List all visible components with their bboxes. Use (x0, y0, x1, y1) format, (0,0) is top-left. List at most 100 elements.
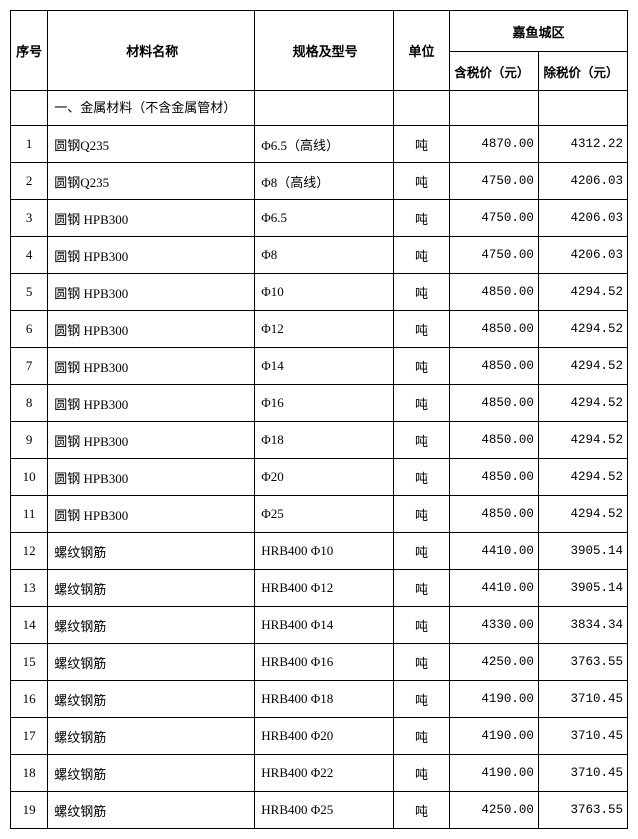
table-row: 12螺纹钢筋HRB400 Φ10吨4410.003905.14 (11, 533, 628, 570)
cell-unit: 吨 (394, 496, 450, 533)
cell-price-notax: 3710.45 (538, 718, 627, 755)
cell-price-notax: 3763.55 (538, 644, 627, 681)
cell-spec: HRB400 Φ25 (255, 792, 394, 829)
table-row: 17螺纹钢筋HRB400 Φ20吨4190.003710.45 (11, 718, 628, 755)
section-title: 一、金属材料（不含金属管材） (48, 91, 255, 126)
cell-price-tax: 4850.00 (449, 459, 538, 496)
cell-price-tax: 4870.00 (449, 126, 538, 163)
cell-price-tax: 4190.00 (449, 755, 538, 792)
cell-price-notax: 3763.55 (538, 792, 627, 829)
cell-price-tax: 4850.00 (449, 422, 538, 459)
cell-price-tax: 4250.00 (449, 792, 538, 829)
cell-spec: Φ20 (255, 459, 394, 496)
cell-name: 圆钢Q235 (48, 163, 255, 200)
table-row: 16螺纹钢筋HRB400 Φ18吨4190.003710.45 (11, 681, 628, 718)
header-unit: 单位 (394, 11, 450, 91)
cell-spec: Φ18 (255, 422, 394, 459)
cell-price-notax: 4294.52 (538, 459, 627, 496)
header-name: 材料名称 (48, 11, 255, 91)
section-seq (11, 91, 48, 126)
cell-name: 圆钢 HPB300 (48, 274, 255, 311)
table-row: 4圆钢 HPB300Φ8吨4750.004206.03 (11, 237, 628, 274)
cell-name: 圆钢 HPB300 (48, 459, 255, 496)
cell-seq: 5 (11, 274, 48, 311)
table-row: 1圆钢Q235Φ6.5（高线）吨4870.004312.22 (11, 126, 628, 163)
cell-name: 圆钢 HPB300 (48, 496, 255, 533)
cell-name: 螺纹钢筋 (48, 718, 255, 755)
table-row: 3圆钢 HPB300Φ6.5吨4750.004206.03 (11, 200, 628, 237)
cell-unit: 吨 (394, 459, 450, 496)
cell-spec: HRB400 Φ18 (255, 681, 394, 718)
cell-name: 圆钢Q235 (48, 126, 255, 163)
cell-name: 螺纹钢筋 (48, 644, 255, 681)
table-row: 6圆钢 HPB300Φ12吨4850.004294.52 (11, 311, 628, 348)
cell-spec: Φ8（高线） (255, 163, 394, 200)
materials-price-table: 序号 材料名称 规格及型号 单位 嘉鱼城区 含税价（元） 除税价（元） 一、金属… (10, 10, 628, 829)
table-row: 10圆钢 HPB300Φ20吨4850.004294.52 (11, 459, 628, 496)
cell-price-notax: 4206.03 (538, 237, 627, 274)
cell-seq: 13 (11, 570, 48, 607)
cell-seq: 7 (11, 348, 48, 385)
cell-price-notax: 4294.52 (538, 422, 627, 459)
cell-spec: Φ6.5 (255, 200, 394, 237)
cell-seq: 18 (11, 755, 48, 792)
cell-price-tax: 4410.00 (449, 533, 538, 570)
cell-price-tax: 4250.00 (449, 644, 538, 681)
cell-unit: 吨 (394, 348, 450, 385)
cell-price-notax: 4294.52 (538, 311, 627, 348)
cell-price-tax: 4850.00 (449, 274, 538, 311)
cell-unit: 吨 (394, 533, 450, 570)
cell-unit: 吨 (394, 570, 450, 607)
cell-price-tax: 4850.00 (449, 385, 538, 422)
cell-spec: Φ12 (255, 311, 394, 348)
cell-unit: 吨 (394, 792, 450, 829)
cell-unit: 吨 (394, 385, 450, 422)
cell-seq: 14 (11, 607, 48, 644)
cell-spec: Φ10 (255, 274, 394, 311)
cell-price-notax: 3905.14 (538, 570, 627, 607)
cell-name: 圆钢 HPB300 (48, 200, 255, 237)
cell-unit: 吨 (394, 644, 450, 681)
cell-price-notax: 4294.52 (538, 348, 627, 385)
cell-seq: 6 (11, 311, 48, 348)
cell-seq: 15 (11, 644, 48, 681)
section-p2 (538, 91, 627, 126)
cell-unit: 吨 (394, 237, 450, 274)
cell-price-tax: 4750.00 (449, 237, 538, 274)
cell-spec: Φ8 (255, 237, 394, 274)
cell-price-notax: 4294.52 (538, 496, 627, 533)
table-row: 15螺纹钢筋HRB400 Φ16吨4250.003763.55 (11, 644, 628, 681)
cell-unit: 吨 (394, 126, 450, 163)
cell-price-tax: 4850.00 (449, 496, 538, 533)
cell-price-notax: 4294.52 (538, 385, 627, 422)
cell-name: 螺纹钢筋 (48, 533, 255, 570)
cell-seq: 10 (11, 459, 48, 496)
section-row: 一、金属材料（不含金属管材） (11, 91, 628, 126)
cell-name: 圆钢 HPB300 (48, 422, 255, 459)
cell-price-notax: 3710.45 (538, 755, 627, 792)
cell-seq: 3 (11, 200, 48, 237)
cell-price-tax: 4850.00 (449, 348, 538, 385)
header-price-notax: 除税价（元） (538, 52, 627, 91)
table-body: 一、金属材料（不含金属管材） 1圆钢Q235Φ6.5（高线）吨4870.0043… (11, 91, 628, 829)
cell-seq: 17 (11, 718, 48, 755)
cell-price-tax: 4190.00 (449, 718, 538, 755)
table-row: 9圆钢 HPB300Φ18吨4850.004294.52 (11, 422, 628, 459)
table-row: 18螺纹钢筋HRB400 Φ22吨4190.003710.45 (11, 755, 628, 792)
header-spec: 规格及型号 (255, 11, 394, 91)
table-row: 8圆钢 HPB300Φ16吨4850.004294.52 (11, 385, 628, 422)
section-spec (255, 91, 394, 126)
cell-unit: 吨 (394, 681, 450, 718)
cell-name: 螺纹钢筋 (48, 607, 255, 644)
cell-unit: 吨 (394, 422, 450, 459)
cell-name: 螺纹钢筋 (48, 792, 255, 829)
cell-spec: Φ25 (255, 496, 394, 533)
cell-name: 圆钢 HPB300 (48, 385, 255, 422)
table-row: 14螺纹钢筋HRB400 Φ14吨4330.003834.34 (11, 607, 628, 644)
table-row: 13螺纹钢筋HRB400 Φ12吨4410.003905.14 (11, 570, 628, 607)
table-row: 19螺纹钢筋HRB400 Φ25吨4250.003763.55 (11, 792, 628, 829)
cell-price-notax: 4206.03 (538, 163, 627, 200)
cell-spec: HRB400 Φ20 (255, 718, 394, 755)
cell-seq: 9 (11, 422, 48, 459)
cell-unit: 吨 (394, 755, 450, 792)
